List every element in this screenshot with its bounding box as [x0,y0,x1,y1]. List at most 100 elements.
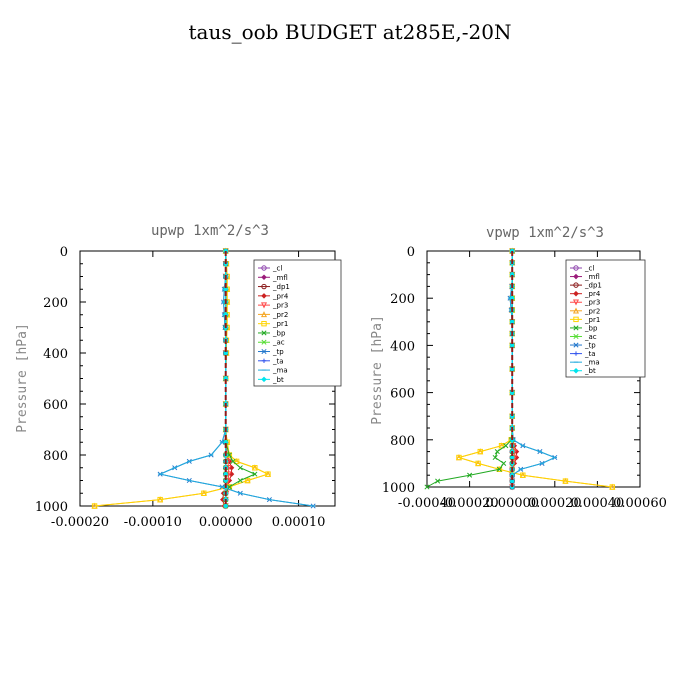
legend-swatch-marker [573,273,579,280]
legend-swatch-marker [261,320,267,327]
legend-swatch-marker [573,265,579,271]
series_bp-line [426,251,513,488]
series_bt-point [222,477,229,484]
legend-swatch-marker [573,351,579,356]
legend-label: _pr1 [584,316,600,324]
legend: _cl_mfl_dp1_pr4_pr3_pr2_pr1_bp_ac_tp_ta_… [253,259,342,387]
legend-swatch-marker [261,339,267,345]
series_bp-point [503,443,509,449]
legend-swatch-marker [573,367,579,374]
series_bp-point [435,478,441,484]
series_pr1-point [265,471,271,477]
legend-box [565,259,646,378]
legend-swatch-marker [260,311,268,318]
legend-label: _ma [584,359,600,367]
series_pr1-point [91,503,98,509]
legend-label: _ma [272,367,288,375]
legend-label: _ac [272,339,285,347]
x-tick-label: -0.00010 [124,515,182,530]
legend-swatch-marker [573,290,579,297]
series_bp-point [237,477,243,484]
series_bp-point [467,472,473,478]
legend-swatch-marker [260,302,268,309]
series_pr4-point [513,454,520,461]
series_pr1-point [201,490,207,496]
series_pr1-point [475,460,481,467]
x-tick-label: 0.00040 [571,496,625,511]
legend-swatch-marker [261,283,267,290]
legend-swatch-marker [261,358,267,363]
legend-label: _pr4 [584,290,601,298]
y-axis-label: Pressure [hPa] [370,315,385,425]
legend-label: _tp [272,348,284,356]
legend-label: _cl [272,265,282,273]
y-axis-label: Pressure [hPa] [15,323,30,433]
legend-label: _mfl [584,273,600,281]
legend-label: _pr2 [272,311,288,319]
series_pr1-point [157,496,163,503]
legend-label: _bp [272,329,286,337]
legend-label: _pr3 [584,299,600,307]
series_bp-point [424,484,430,490]
legend-swatch-marker [572,299,580,306]
series_bp-point [501,460,507,466]
series_pr4-point [513,448,520,455]
legend-box [253,259,342,387]
x-tick-label: 0.00010 [272,515,326,530]
legend-label: _cl [584,265,594,273]
y-tick-label: 600 [390,387,415,402]
series_pr1-point [456,454,462,461]
legend-label: _pr2 [584,307,600,315]
series_pr1-point [233,458,240,465]
y-tick-label: 400 [43,347,68,362]
x-tick-label: 0.00060 [613,496,667,511]
legend-swatch-marker [573,342,579,348]
plot-title: upwp 1xm^2/s^3 [151,223,269,239]
series_bp-point [496,466,502,472]
y-tick-label: 800 [390,434,415,449]
legend-swatch-marker [573,325,579,331]
series_bp [424,248,515,490]
legend-swatch-marker [261,376,267,383]
x-tick-label: 0.00020 [528,496,582,511]
legend-label: _pr4 [272,292,289,300]
series_bt-point [509,413,515,419]
series_bt-point [222,503,229,509]
series_pr1-line [94,250,270,507]
y-tick-label: 0 [60,245,68,260]
series_pr1-point [609,484,616,490]
y-tick-label: 400 [390,339,415,354]
series_bt-point [509,389,515,396]
legend-swatch-marker [573,333,579,340]
legend: _cl_mfl_dp1_pr4_pr3_pr2_pr1_bp_ac_tp_ta_… [565,259,646,378]
x-tick-label: -0.00040 [398,496,456,511]
legend-swatch-marker [261,348,267,355]
series_bp-point [226,452,232,458]
series_pr1-point [498,443,505,449]
y-tick-label: 200 [390,292,415,307]
chart-2: vpwp 1xm^2/s^3 Pressure [hPa] 0 200 400 600 80… [370,225,667,511]
legend-swatch-marker [261,274,267,281]
legend-label: _dp1 [584,282,602,290]
legend-label: _bp [584,324,598,332]
y-tick-label: 600 [43,398,68,413]
legend-label: _pr3 [272,302,288,310]
series_pr1-point [562,478,569,484]
legend-label: _mfl [272,274,288,282]
legend-label: _bt [584,367,596,375]
x-tick-label: 0.00000 [199,515,253,530]
y-tick-label: 0 [407,245,415,260]
y-tick-label: 800 [43,449,68,464]
legend-swatch-marker [261,330,267,336]
legend-label: _dp1 [272,283,290,291]
legend-label: _ta [584,350,596,358]
legend-swatch-marker [572,307,580,314]
x-tick-label: -0.00020 [441,496,499,511]
y-tick-label: 1000 [35,500,68,515]
series_bp-point [492,454,498,461]
legend-label: _bt [272,376,284,384]
series_pr1-point [520,472,526,478]
y-tick-label: 200 [43,296,68,311]
legend-label: _ac [584,333,597,341]
legend-swatch-marker [573,316,579,323]
